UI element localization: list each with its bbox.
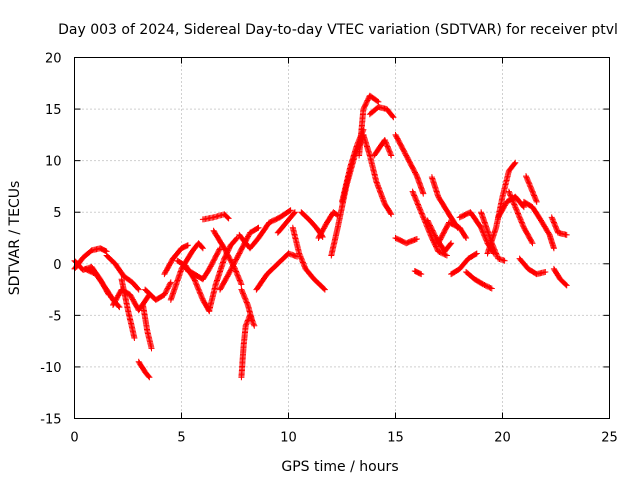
series-arc7: [135, 358, 153, 381]
y-tick-label: -10: [40, 361, 61, 376]
series-arc30: [360, 131, 395, 218]
series-arc9: [142, 279, 174, 303]
marker-trail: [199, 211, 232, 223]
series-arc31: [371, 137, 395, 159]
marker-trail: [217, 224, 262, 293]
series-arc48: [523, 173, 540, 205]
marker-trail: [135, 358, 153, 381]
series-arc23: [289, 224, 328, 293]
series-arc50: [550, 265, 570, 289]
marker-trail: [409, 188, 450, 259]
series-arc40: [456, 209, 497, 257]
marker-trail: [448, 250, 480, 278]
marker-trail: [182, 245, 223, 283]
series-arc15: [206, 235, 241, 314]
y-tick-label: 5: [53, 206, 61, 221]
series-arc33: [392, 235, 420, 247]
y-tick-label: 10: [45, 155, 62, 170]
y-tick-label: 20: [45, 52, 62, 67]
marker-trail: [516, 255, 549, 278]
series-arc37: [428, 174, 461, 231]
marker-trail: [392, 131, 427, 197]
marker-trail: [161, 242, 191, 278]
series-arc10: [161, 242, 191, 278]
marker-trail: [463, 269, 495, 292]
marker-trail: [456, 209, 497, 257]
chart-title: Day 003 of 2024, Sidereal Day-to-day VTE…: [58, 22, 618, 38]
marker-trail: [411, 268, 425, 278]
series-arc6: [118, 276, 138, 341]
series-arc34: [409, 188, 450, 259]
marker-trail: [328, 131, 367, 259]
x-tick-label: 15: [387, 431, 404, 446]
series-arc45: [505, 188, 536, 247]
marker-trail: [428, 174, 461, 231]
series-arc13: [182, 245, 223, 283]
marker-trail: [142, 279, 174, 303]
series-arc26: [328, 131, 367, 259]
marker-trail: [371, 137, 395, 159]
series-arc35: [411, 268, 425, 278]
series-arc28: [356, 92, 382, 159]
series-arc46: [516, 255, 549, 278]
x-tick-label: 5: [177, 431, 185, 446]
marker-trail: [103, 252, 142, 293]
marker-trail: [360, 131, 395, 218]
series-arc19: [238, 312, 258, 381]
marker-trail: [392, 235, 420, 247]
series-arc32: [392, 131, 427, 197]
marker-trail: [236, 207, 294, 252]
marker-trail: [435, 219, 470, 247]
y-tick-label: 15: [45, 103, 62, 118]
series-arc41: [463, 269, 495, 292]
marker-trail: [274, 209, 298, 236]
series-arc39: [448, 250, 480, 278]
series-arc4: [103, 252, 142, 293]
series-arc22: [274, 209, 298, 236]
x-tick-label: 20: [494, 431, 511, 446]
axis-ticks: 0 5 10 15 20 25 -15 -10 -5 0 5 10 15 20: [40, 52, 618, 446]
marker-trail: [253, 250, 301, 293]
marker-trail: [118, 276, 138, 341]
marker-trail: [523, 173, 540, 205]
marker-trail: [550, 265, 570, 289]
marker-trail: [238, 312, 258, 381]
series-arc29: [366, 104, 397, 121]
series-arc14: [199, 211, 232, 223]
x-tick-label: 10: [280, 431, 297, 446]
y-axis-label: SDTVAR / TECUs: [7, 181, 23, 296]
y-tick-label: 0: [53, 258, 61, 273]
marker-trail: [289, 224, 328, 293]
marker-trail: [548, 214, 570, 238]
y-tick-label: -5: [49, 309, 62, 324]
series-arc17: [217, 224, 262, 293]
plot-frame: [74, 57, 610, 419]
marker-trail: [315, 209, 341, 241]
x-axis-label: GPS time / hours: [281, 459, 398, 475]
marker-trail: [140, 302, 155, 352]
series-arc20: [236, 207, 294, 252]
series-arc49: [548, 214, 570, 238]
series-arc25: [315, 209, 341, 241]
series-arc47: [520, 198, 557, 252]
x-tick-label: 0: [70, 431, 78, 446]
y-tick-label: -15: [40, 413, 61, 428]
series-arc8: [140, 302, 155, 352]
marker-trail: [520, 198, 557, 252]
x-tick-label: 25: [601, 431, 618, 446]
series-arc38: [435, 219, 470, 247]
marker-trail: [206, 235, 241, 314]
series-arc21: [253, 250, 301, 293]
marker-trail: [356, 92, 382, 159]
marker-trail: [505, 188, 536, 247]
data-points: [71, 92, 570, 381]
marker-trail: [366, 104, 397, 121]
